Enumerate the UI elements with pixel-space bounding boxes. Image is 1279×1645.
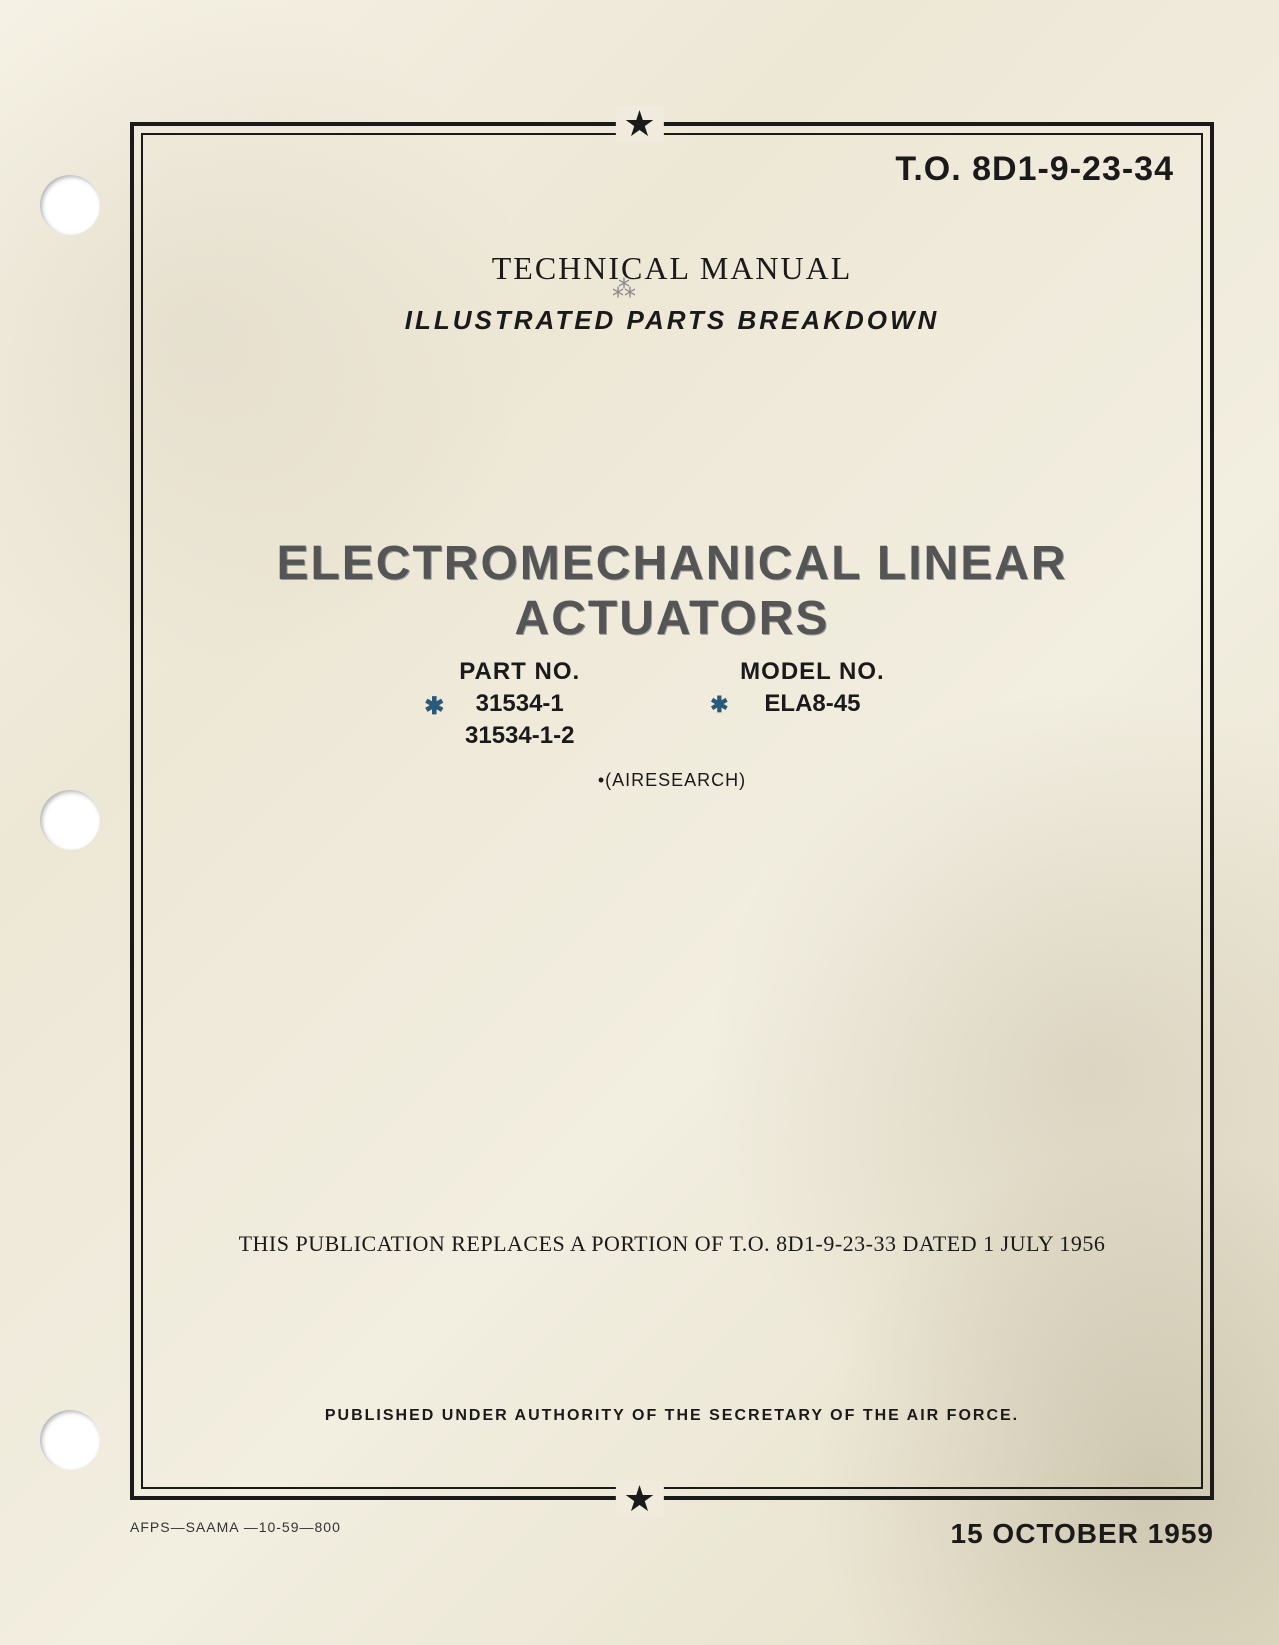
- part-model-section: PART NO. ✱ 31534-1 31534-1-2 MODEL NO. ✱…: [185, 658, 1159, 750]
- part-number-column: PART NO. ✱ 31534-1 31534-1-2: [459, 658, 580, 750]
- punch-hole: [40, 1410, 100, 1470]
- document-subtitle: ILLUSTRATED PARTS BREAKDOWN: [185, 305, 1159, 336]
- content-area: T.O. 8D1-9-23-34 ⁂ TECHNICAL MANUAL ILLU…: [145, 130, 1199, 1490]
- handwritten-mark: ✱: [710, 692, 728, 718]
- part-number-value: 31534-1-2: [459, 722, 580, 750]
- part-number-value: ✱ 31534-1: [459, 690, 580, 718]
- manufacturer-name: •(AIRESEARCH): [185, 770, 1159, 791]
- handwritten-mark: ✱: [424, 692, 444, 721]
- part-number-header: PART NO.: [459, 658, 580, 686]
- document-page: ★ ★ T.O. 8D1-9-23-34 ⁂ TECHNICAL MANUAL …: [0, 0, 1279, 1645]
- main-title: ELECTROMECHANICAL LINEAR ACTUATORS: [185, 536, 1159, 646]
- document-type: TECHNICAL MANUAL: [185, 250, 1159, 287]
- model-number: ELA8-45: [764, 690, 860, 717]
- model-number-value: ✱ ELA8-45: [740, 690, 885, 718]
- model-number-column: MODEL NO. ✱ ELA8-45: [740, 658, 885, 750]
- punch-hole: [40, 175, 100, 235]
- authority-statement: PUBLISHED UNDER AUTHORITY OF THE SECRETA…: [185, 1407, 1159, 1425]
- technical-order-number: T.O. 8D1-9-23-34: [895, 150, 1174, 189]
- replacement-notice: THIS PUBLICATION REPLACES A PORTION OF T…: [185, 1231, 1159, 1257]
- footer-print-code: AFPS—SAAMA —10-59—800: [130, 1519, 341, 1535]
- part-number-1: 31534-1: [476, 690, 564, 717]
- footer-date: 15 OCTOBER 1959: [951, 1518, 1215, 1550]
- smudge-mark: ⁂: [612, 275, 642, 300]
- punch-hole: [40, 790, 100, 850]
- model-number-header: MODEL NO.: [740, 658, 885, 686]
